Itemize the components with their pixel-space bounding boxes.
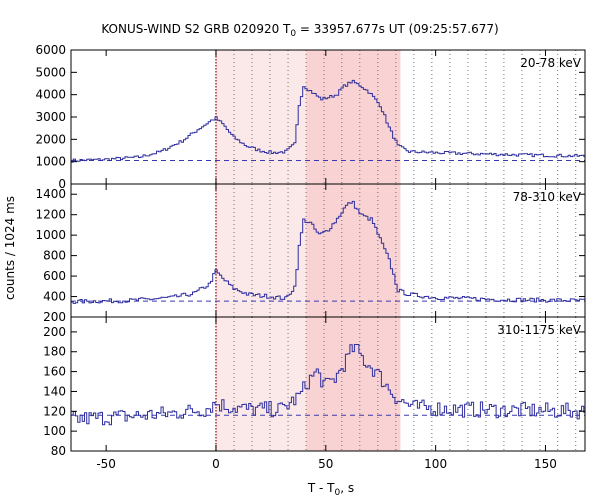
shade-rise-panel-2 [215,184,307,317]
y-tick-label-panel-1-4: 3000 [35,110,66,124]
y-tick-label-panel-2-6: 1200 [35,208,66,222]
y-tick-label-panel-3-1: 80 [51,444,66,458]
light-curve-panel-3 [71,344,585,426]
shade-rise-panel-1 [215,50,307,184]
y-tick-label-panel-3-3: 120 [43,404,66,418]
shade-main-panel-3 [306,317,401,451]
y-tick-label-panel-3-5: 160 [43,365,66,379]
y-tick-label-panel-1-5: 4000 [35,88,66,102]
y-tick-label-panel-3-7: 200 [43,325,66,339]
x-tick-label-4: 100 [424,457,447,471]
energy-band-label-panel-3: 310-1175 keV [497,323,581,337]
x-axis-title: T - T0, s [307,481,354,498]
y-tick-label-panel-2-1: 200 [43,310,66,324]
y-tick-label-panel-2-4: 800 [43,249,66,263]
y-tick-label-panel-2-3: 600 [43,269,66,283]
y-tick-label-panel-1-7: 6000 [35,43,66,57]
chart-title: KONUS-WIND S2 GRB 020920 T0 = 33957.677s… [101,22,498,39]
y-tick-label-panel-3-2: 100 [43,424,66,438]
y-tick-label-panel-3-4: 140 [43,384,66,398]
y-tick-label-panel-2-2: 400 [43,290,66,304]
light-curve-panel-2 [71,200,585,304]
y-tick-label-panel-1-3: 2000 [35,132,66,146]
y-tick-label-panel-2-7: 1400 [35,187,66,201]
x-tick-label-5: 150 [534,457,557,471]
light-curve-panel-1 [71,79,585,163]
panel-frame-3 [70,316,586,452]
shade-main-panel-2 [306,184,401,317]
shade-main-panel-1 [306,50,401,184]
shade-rise-panel-3 [215,317,307,451]
energy-band-label-panel-2: 78-310 keV [513,190,582,204]
y-tick-label-panel-1-2: 1000 [35,155,66,169]
y-axis-title: counts / 1024 ms [3,196,17,300]
y-tick-label-panel-2-5: 1000 [35,228,66,242]
x-tick-label-3: 50 [318,457,333,471]
x-tick-label-1: -50 [96,457,116,471]
x-tick-label-2: 0 [212,457,220,471]
y-tick-label-panel-3-6: 180 [43,345,66,359]
energy-band-label-panel-1: 20-78 keV [520,56,582,70]
y-tick-label-panel-1-1: 0 [58,177,66,191]
y-tick-label-panel-1-6: 5000 [35,65,66,79]
